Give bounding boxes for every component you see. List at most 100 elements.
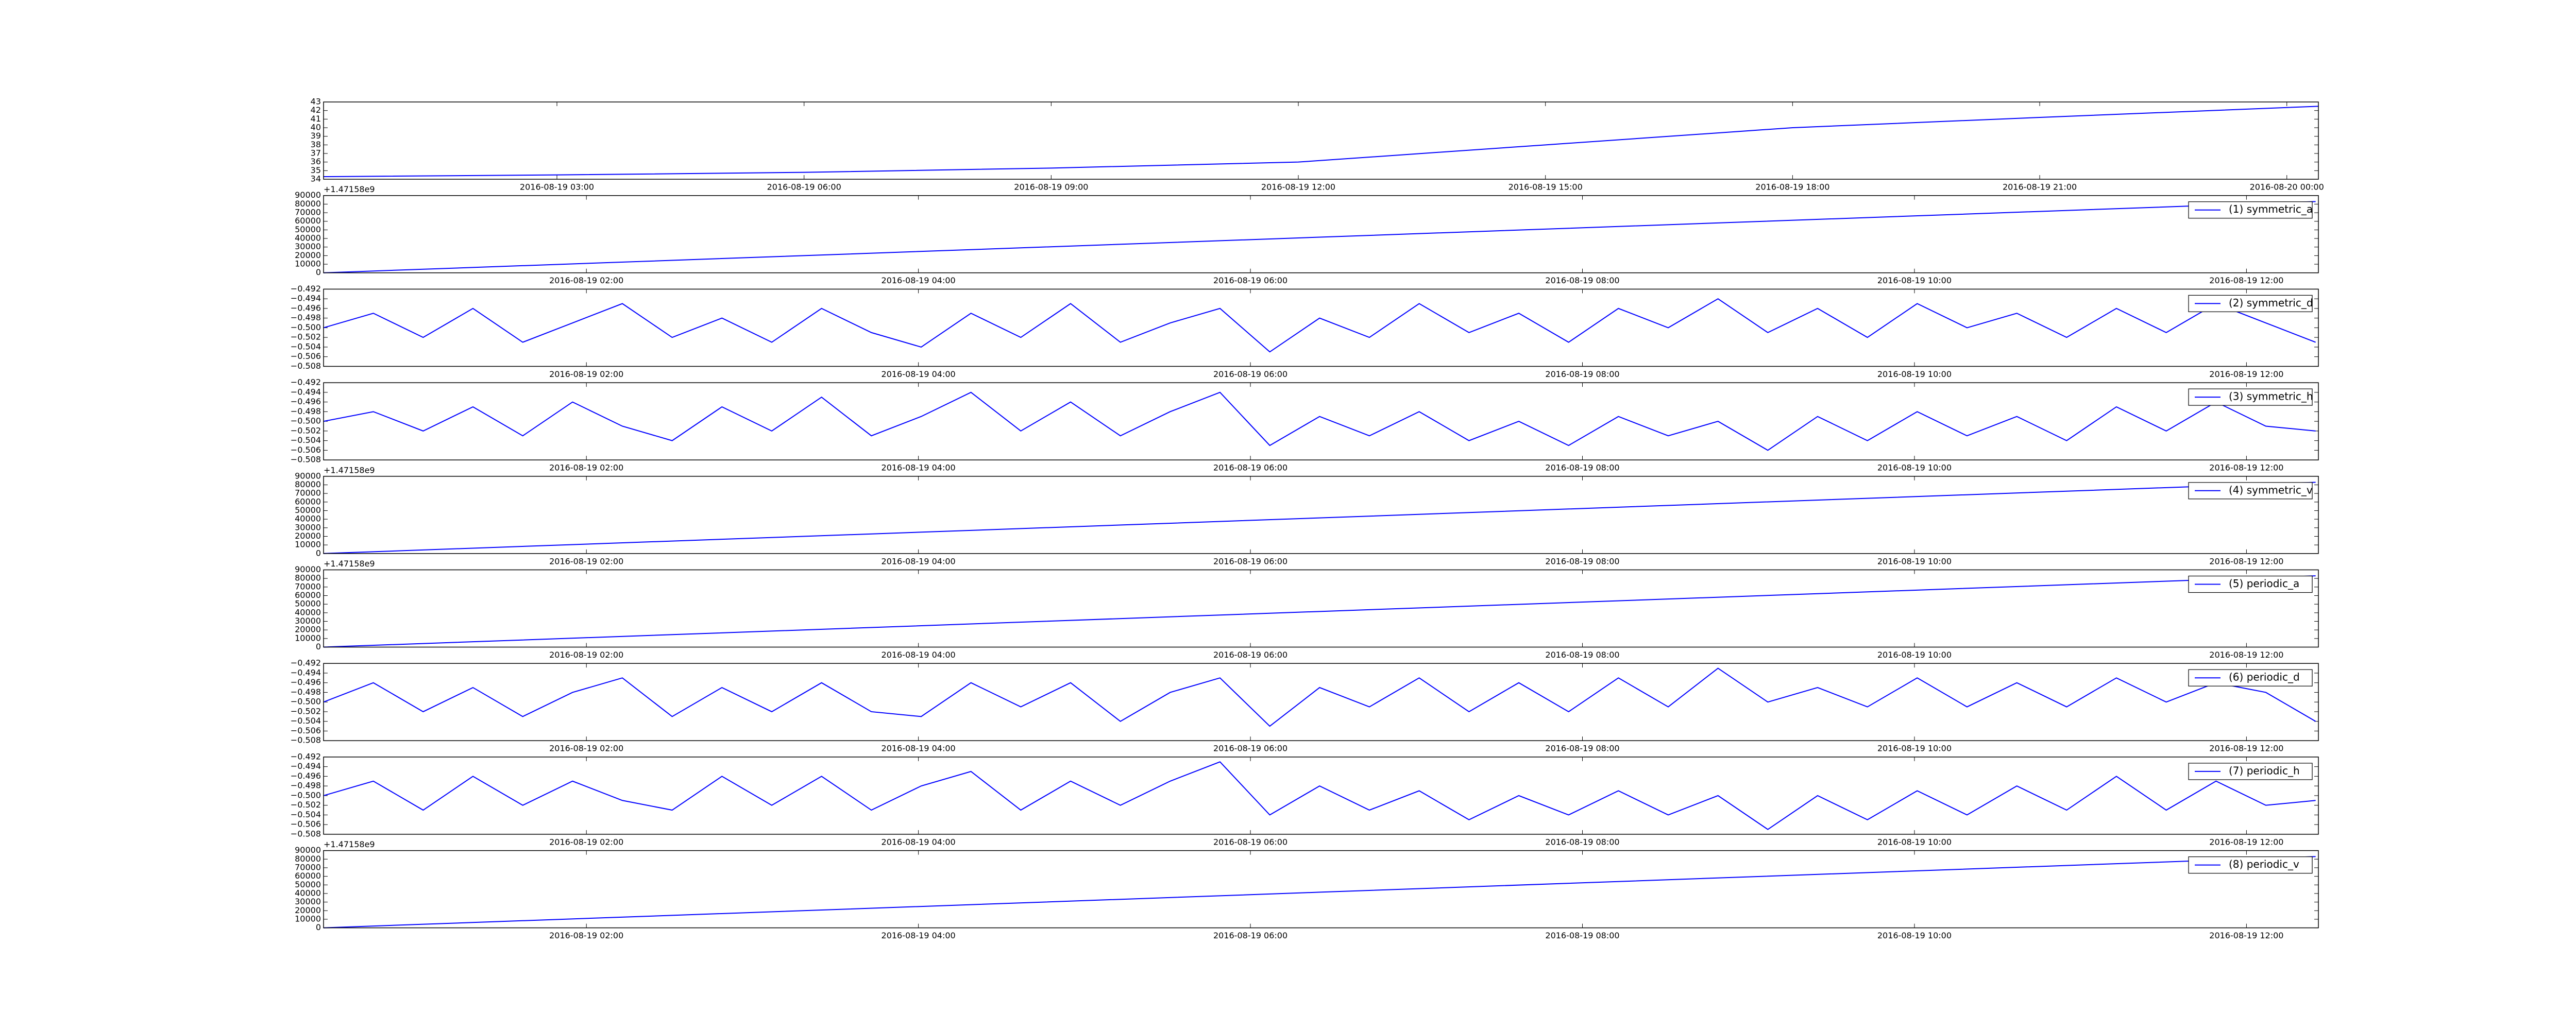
axes-frame (323, 850, 2319, 929)
x-tick-label: 2016-08-19 08:00 (1545, 744, 1619, 753)
x-tick-label: 2016-08-19 09:00 (1014, 182, 1088, 192)
legend-box (2188, 763, 2313, 780)
y-tick-label: 60000 (295, 496, 321, 506)
x-tick-label: 2016-08-19 02:00 (549, 650, 623, 660)
x-tick-label: 2016-08-19 21:00 (2003, 182, 2077, 192)
x-tick-label: 2016-08-19 12:00 (1261, 182, 1335, 192)
y-tick-label: −0.506 (291, 726, 321, 735)
x-tick-label: 2016-08-19 02:00 (549, 463, 623, 473)
x-tick-label: 2016-08-19 02:00 (549, 931, 623, 940)
y-tick-label: 70000 (295, 862, 321, 872)
x-tick-label: 2016-08-19 08:00 (1545, 463, 1619, 473)
legend-label: (4) symmetric_v (2229, 484, 2313, 496)
y-tick-label: −0.492 (291, 377, 321, 387)
x-tick-label: 2016-08-19 06:00 (1213, 276, 1287, 285)
legend-label: (6) periodic_d (2229, 671, 2300, 683)
y-tick-label: 10000 (295, 633, 321, 643)
x-tick-label: 2016-08-19 12:00 (2209, 931, 2283, 940)
x-tick-label: 2016-08-19 12:00 (2209, 837, 2283, 847)
y-tick-label: 30000 (295, 242, 321, 251)
y-offset-text: +1.47158e9 (324, 839, 375, 849)
y-tick-label: −0.492 (291, 751, 321, 761)
y-tick-label: −0.500 (291, 416, 321, 426)
y-tick-label: 80000 (295, 573, 321, 583)
series-line (323, 106, 2319, 177)
x-tick-label: 2016-08-19 10:00 (1877, 276, 1952, 285)
y-tick-label: −0.496 (291, 397, 321, 406)
y-tick-label: 20000 (295, 531, 321, 541)
y-tick-label: −0.508 (291, 361, 321, 371)
y-tick-label: −0.498 (291, 313, 321, 322)
x-tick-label: 2016-08-19 12:00 (2209, 276, 2283, 285)
y-tick-label: 20000 (295, 250, 321, 260)
y-tick-label: 43 (311, 97, 321, 107)
y-tick-label: 40000 (295, 514, 321, 524)
y-tick-label: 40000 (295, 607, 321, 617)
y-tick-label: 38 (311, 140, 321, 149)
x-tick-label: 2016-08-19 06:00 (1213, 556, 1287, 566)
axes-frame (323, 382, 2319, 460)
y-tick-label: 50000 (295, 880, 321, 889)
y-tick-label: 90000 (295, 845, 321, 855)
y-tick-label: −0.506 (291, 445, 321, 455)
y-tick-label: 0 (316, 922, 321, 932)
x-tick-label: 2016-08-19 06:00 (767, 182, 841, 192)
y-tick-label: 37 (311, 148, 321, 158)
x-tick-label: 2016-08-19 08:00 (1545, 837, 1619, 847)
y-tick-label: −0.504 (291, 716, 321, 726)
x-tick-label: 2016-08-19 02:00 (549, 744, 623, 753)
y-tick-label: 70000 (295, 208, 321, 217)
x-tick-label: 2016-08-19 03:00 (520, 182, 594, 192)
y-tick-label: −0.504 (291, 435, 321, 445)
x-tick-label: 2016-08-19 08:00 (1545, 276, 1619, 285)
x-tick-label: 2016-08-19 12:00 (2209, 744, 2283, 753)
legend-label: (2) symmetric_d (2229, 297, 2313, 309)
subplot: 0100002000030000400005000060000700008000… (295, 184, 2319, 285)
axes-frame (323, 288, 2319, 367)
y-tick-label: −0.494 (291, 761, 321, 771)
y-tick-label: −0.508 (291, 455, 321, 465)
x-tick-label: 2016-08-19 04:00 (882, 556, 956, 566)
series-line (323, 667, 2316, 727)
subplot: −0.508−0.506−0.504−0.502−0.500−0.498−0.4… (291, 284, 2319, 379)
x-tick-label: 2016-08-19 02:00 (549, 837, 623, 847)
y-tick-label: 60000 (295, 590, 321, 600)
y-tick-label: 70000 (295, 581, 321, 591)
subplot: 0100002000030000400005000060000700008000… (295, 839, 2319, 940)
y-tick-label: −0.492 (291, 658, 321, 668)
subplot: −0.508−0.506−0.504−0.502−0.500−0.498−0.4… (291, 751, 2319, 847)
series-line (323, 391, 2316, 451)
y-tick-label: 10000 (295, 540, 321, 550)
y-tick-label: 20000 (295, 625, 321, 634)
y-tick-label: −0.494 (291, 294, 321, 303)
x-tick-label: 2016-08-19 04:00 (882, 463, 956, 473)
x-tick-label: 2016-08-19 02:00 (549, 369, 623, 379)
legend-label: (1) symmetric_a (2229, 203, 2313, 215)
x-tick-label: 2016-08-19 10:00 (1877, 931, 1952, 940)
y-tick-label: 0 (316, 548, 321, 558)
y-tick-label: 0 (316, 642, 321, 651)
y-tick-label: −0.500 (291, 322, 321, 332)
x-tick-label: 2016-08-19 04:00 (882, 276, 956, 285)
y-tick-label: −0.504 (291, 810, 321, 819)
y-tick-label: −0.498 (291, 687, 321, 697)
legend-label: (3) symmetric_h (2229, 390, 2313, 403)
y-tick-label: 41 (311, 114, 321, 124)
y-tick-label: −0.492 (291, 284, 321, 294)
y-offset-text: +1.47158e9 (324, 184, 375, 194)
y-offset-text: +1.47158e9 (324, 465, 375, 475)
y-tick-label: −0.506 (291, 819, 321, 829)
subplot: 0100002000030000400005000060000700008000… (295, 465, 2319, 566)
y-offset-text: +1.47158e9 (324, 559, 375, 569)
y-tick-label: 90000 (295, 471, 321, 480)
series-line (323, 201, 2316, 273)
y-tick-label: 0 (316, 267, 321, 277)
y-tick-label: 10000 (295, 914, 321, 923)
x-tick-label: 2016-08-19 10:00 (1877, 744, 1952, 753)
x-tick-label: 2016-08-19 08:00 (1545, 931, 1619, 940)
y-tick-label: 10000 (295, 259, 321, 269)
axes-frame (323, 569, 2319, 648)
x-tick-label: 2016-08-19 04:00 (882, 369, 956, 379)
